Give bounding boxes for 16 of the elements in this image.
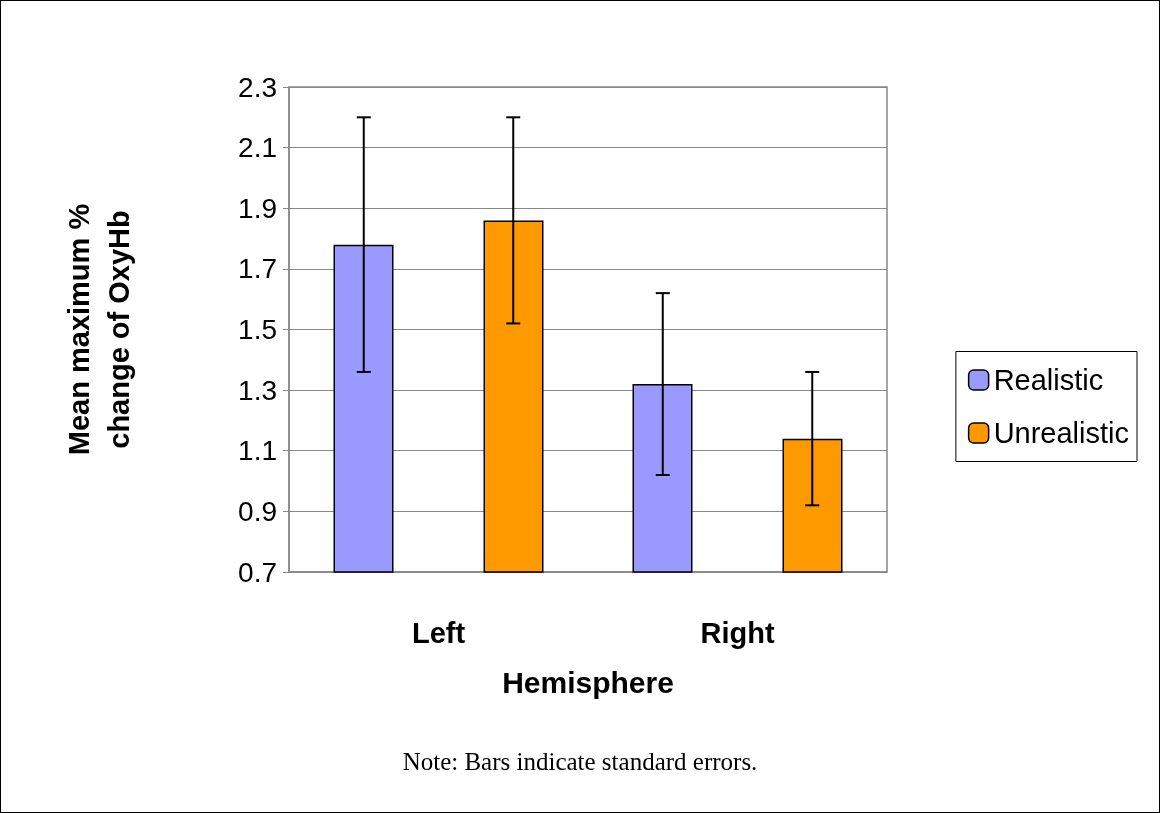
legend-label: Unrealistic bbox=[993, 417, 1129, 449]
y-tick-label: 1.3 bbox=[238, 374, 277, 406]
y-tick-label: 1.5 bbox=[238, 314, 277, 345]
x-tick-label: Left bbox=[411, 616, 466, 649]
legend-label: Realistic bbox=[993, 364, 1104, 396]
y-tick-label: 1.1 bbox=[238, 435, 277, 467]
x-tick-label: Right bbox=[700, 616, 775, 649]
y-tick-label: 2.1 bbox=[238, 132, 277, 164]
y-tick-label: 1.9 bbox=[238, 192, 277, 224]
y-axis-title: Mean maximum % change of OxyHb bbox=[63, 203, 135, 456]
y-tick-label: 1.7 bbox=[238, 253, 277, 285]
y-tick-label: 0.7 bbox=[238, 556, 277, 588]
y-tick-label: 2.3 bbox=[238, 71, 277, 103]
x-axis-title: Hemisphere bbox=[502, 665, 674, 699]
y-tick-label: 0.9 bbox=[238, 495, 277, 527]
text: Note: Bars indicate standard errors. bbox=[402, 748, 758, 775]
